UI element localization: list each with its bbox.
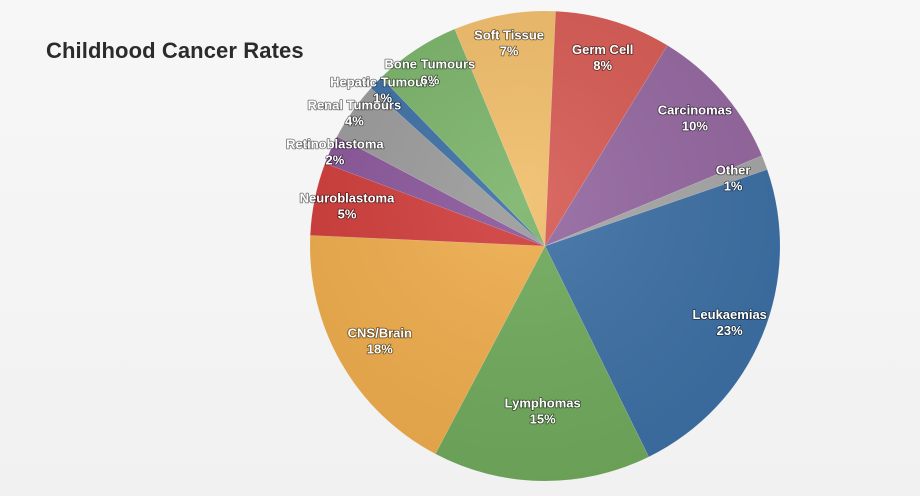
slice-label-name: Lymphomas [505, 396, 581, 411]
slice-label-value: 2% [326, 153, 345, 168]
slice-label-neuroblastoma: Neuroblastoma 5% [300, 190, 395, 221]
slice-label-germ-cell: Germ Cell 8% [572, 42, 633, 73]
slice-label-value: 10% [682, 119, 708, 134]
slice-label-value: 6% [421, 72, 440, 87]
slice-label-name: Other [716, 163, 751, 178]
slice-label-soft-tissue: Soft Tissue 7% [474, 27, 544, 58]
slice-label-name: Retinoblastoma [286, 137, 384, 152]
slice-label-value: 7% [500, 43, 519, 58]
slice-label-value: 23% [717, 323, 743, 338]
slice-label-renal-tumours: Renal Tumours 4% [308, 98, 402, 129]
slice-label-name: Leukaemias [692, 307, 766, 322]
slice-label-name: Carcinomas [658, 103, 732, 118]
slice-label-value: 15% [530, 412, 556, 427]
slice-label-lymphomas: Lymphomas 15% [505, 396, 581, 427]
slice-label-name: Renal Tumours [308, 98, 402, 113]
slice-label-name: Hepatic Tumours [330, 74, 435, 89]
slice-label-name: Soft Tissue [474, 27, 544, 42]
slice-label-hepatic-tumours: Hepatic Tumours 1% [330, 74, 435, 105]
slice-label-carcinomas: Carcinomas 10% [658, 103, 732, 134]
pie-labels: Leukaemias 23% Lymphomas 15% CNS/Brain 18% Neu… [285, 26, 767, 427]
slice-label-bone-tumours: Bone Tumours 6% [385, 56, 476, 87]
slice-label-other: Other 1% [716, 163, 751, 194]
chart-title: Childhood Cancer Rates [46, 38, 304, 63]
slice-label-name: Germ Cell [572, 42, 633, 57]
slice-label-name: CNS/Brain [348, 326, 412, 341]
slice-label-leukaemias: Leukaemias 23% [692, 307, 766, 338]
slice-label-name: Bone Tumours [385, 56, 476, 71]
slice-label-value: 5% [338, 206, 357, 221]
slice-label-value: 1% [724, 179, 743, 194]
slice-label-cns-brain: CNS/Brain 18% [348, 326, 412, 357]
slice-label-value: 4% [345, 114, 364, 129]
slice-label-retinoblastoma: Retinoblastoma 2% [286, 137, 384, 168]
slice-label-value: 18% [367, 342, 393, 357]
slice-label-value: 8% [593, 58, 612, 73]
slice-label-name: Neuroblastoma [300, 190, 395, 205]
slice-label-value: 1% [373, 90, 392, 105]
